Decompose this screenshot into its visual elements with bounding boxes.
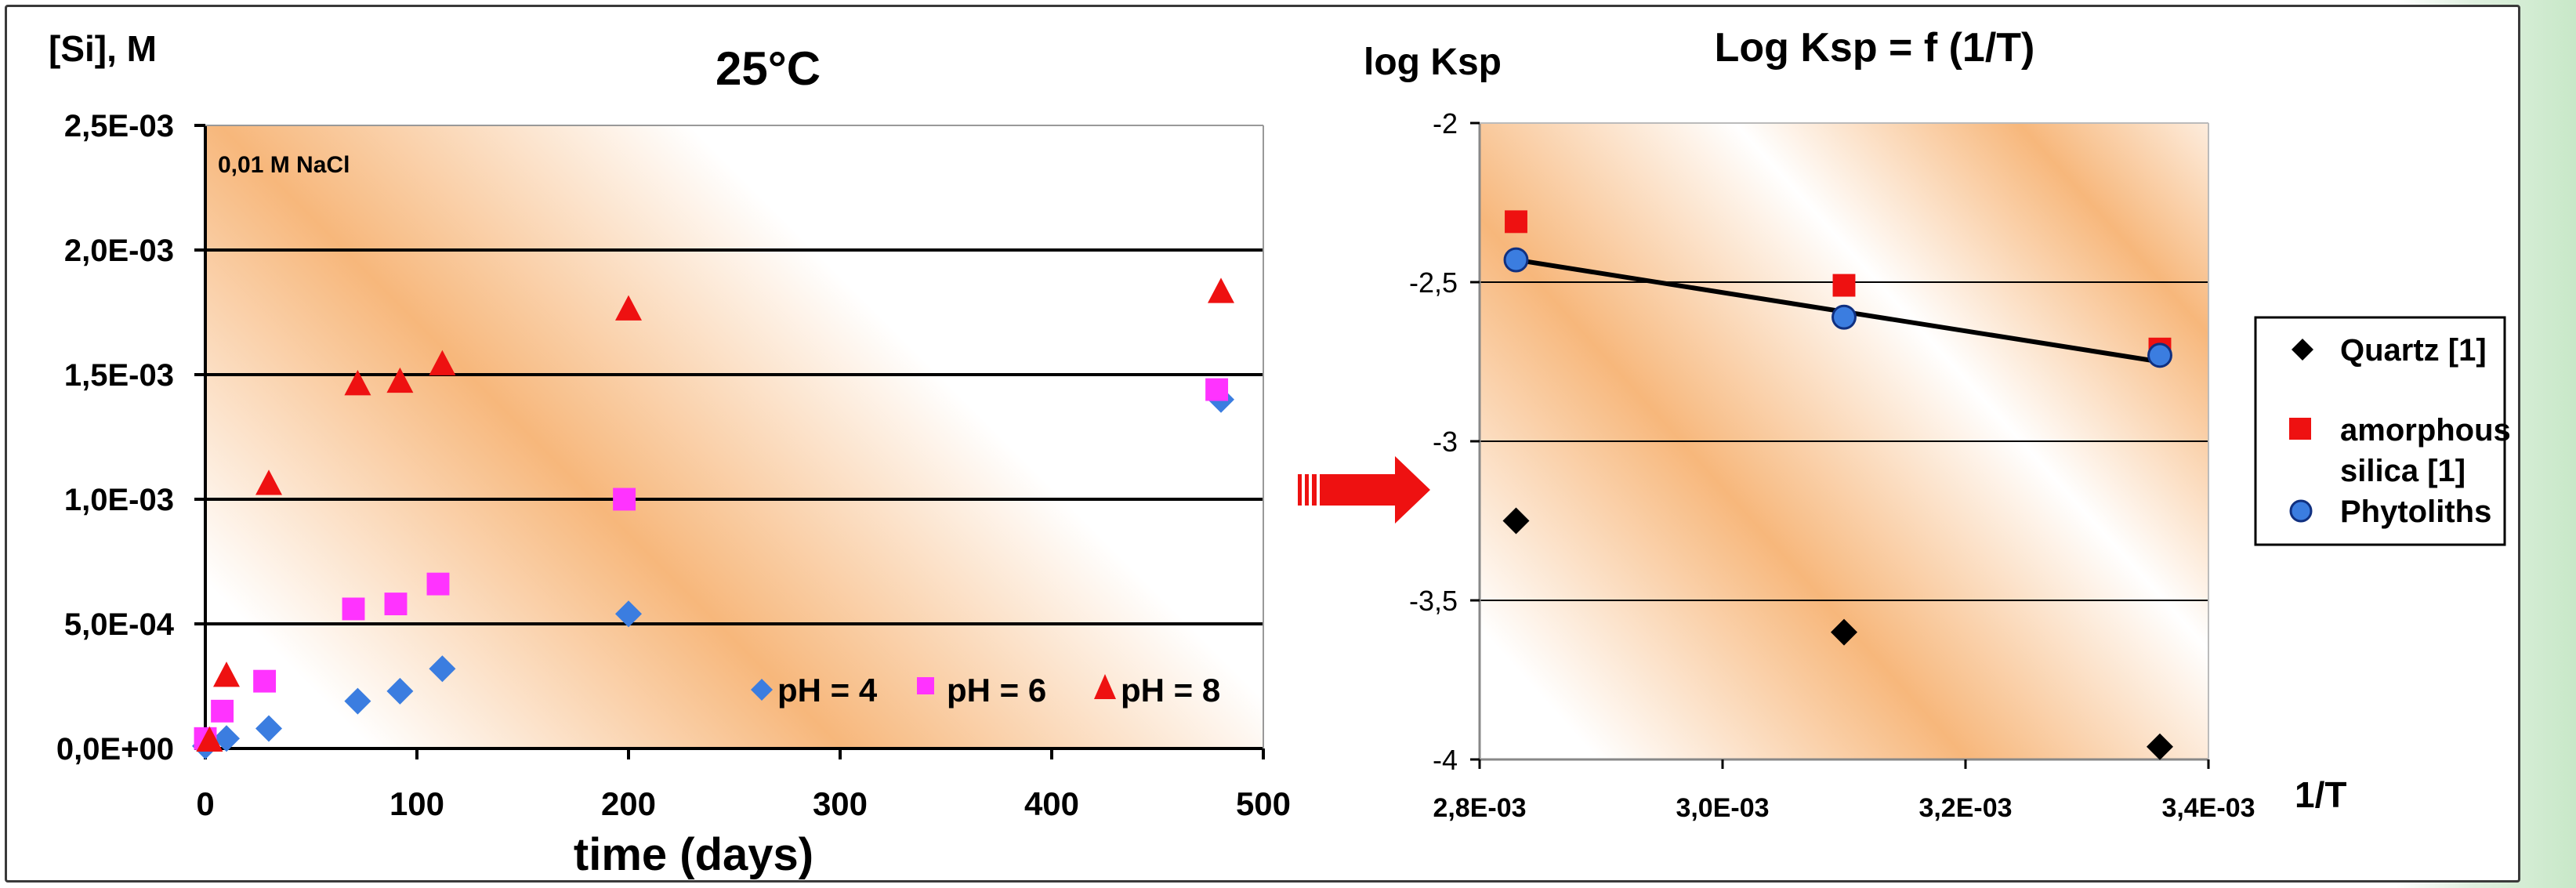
chart-1-x-tick-label: 0 xyxy=(196,785,214,822)
chart-1-point-series-2 xyxy=(211,699,234,723)
chart-1-point-series-2 xyxy=(384,593,408,616)
legend-item-quartz: Quartz [1] xyxy=(2292,333,2487,368)
chart-1-point-series-1 xyxy=(615,600,642,628)
chart-2-y-tick-label: -2,5 xyxy=(1409,266,1458,299)
chart-1-y-tick-label: 2,0E-03 xyxy=(64,234,174,268)
chart-1-point-series-3 xyxy=(344,370,371,396)
chart-1-gridlines xyxy=(205,248,1263,625)
chart-2-ylabel: log Ksp xyxy=(1364,42,1502,83)
chart-1-plot-area xyxy=(205,125,1263,748)
chart-1-point-series-1 xyxy=(255,715,282,742)
chart-1-group: 0,0E+00 5,0E-04 1,0E-03 1,5E-03 2,0E-03 2,5E-… xyxy=(49,28,1291,880)
legend-marker-quartz xyxy=(2292,339,2313,361)
chart-1-x-tick-label: 400 xyxy=(1024,785,1079,822)
chart-1-y-tick-label: 1,5E-03 xyxy=(64,358,174,393)
chart-1-point-series-2 xyxy=(1205,378,1229,401)
chart-1-point-series-3 xyxy=(1208,277,1234,303)
arrow-stripe-2 xyxy=(1305,474,1309,506)
chart-1-ylabel: [Si], M xyxy=(49,28,157,69)
legend-label-ph4: pH = 4 xyxy=(777,672,878,709)
chart-2-point-series-2 xyxy=(1505,210,1527,234)
chart-1-x-tick-label: 200 xyxy=(601,785,656,822)
chart-2-x-tick-label: 3,4E-03 xyxy=(2161,793,2255,823)
chart-1-ticks: 0,0E+00 5,0E-04 1,0E-03 1,5E-03 2,0E-03 2,5E-… xyxy=(56,109,1291,822)
chart-1-y-tick-label: 1,0E-03 xyxy=(64,483,174,517)
chart-1-title: 25°C xyxy=(716,42,821,95)
chart-1-point-series-2 xyxy=(253,669,277,693)
chart-1-point-series-3 xyxy=(213,661,240,687)
chart-2-point-series-1 xyxy=(1502,507,1530,535)
legend-item-ph8: pH = 8 xyxy=(1094,672,1220,709)
chart-1-point-series-2 xyxy=(613,487,636,511)
arrow-stripe-1 xyxy=(1298,474,1302,506)
chart-1-y-tick-label: 5,0E-04 xyxy=(64,607,175,642)
chart-1-points xyxy=(192,277,1234,759)
chart-1-xlabel: time (days) xyxy=(574,829,813,880)
legend-item-ph4: pH = 4 xyxy=(751,672,878,709)
chart-2-point-series-1 xyxy=(2147,733,2173,760)
transition-arrow xyxy=(1298,456,1430,524)
legend-marker-phytoliths xyxy=(2289,499,2313,523)
chart-2-ticks: -2 -2,5 -3 -3,5 -4 2,8E-03 3,0E-03 3,2E-03 3,4E-… xyxy=(1409,107,2255,823)
chart-1-point-series-3 xyxy=(196,726,223,752)
legend-label-amorphous: amorphous silica [1] xyxy=(2340,413,2511,488)
legend-item-amorphous: amorphous silica [1] xyxy=(2289,413,2511,488)
legend-marker-amorphous xyxy=(2289,418,2311,440)
chart-2-group: -2 -2,5 -3 -3,5 -4 2,8E-03 3,0E-03 3,2E-03 3,4E-… xyxy=(1364,25,2511,823)
chart-1-point-series-2 xyxy=(426,572,450,596)
chart-2-point-series-1 xyxy=(1831,618,1857,646)
chart-1-y-tick-label: 0,0E+00 xyxy=(56,732,174,767)
chart-2-points xyxy=(1502,210,2173,760)
chart-2-x-tick-label: 2,8E-03 xyxy=(1433,793,1526,823)
chart-2-title: Log Ksp = f (1/T) xyxy=(1715,25,2035,71)
chart-2-point-series-3 xyxy=(1503,247,1529,273)
legend-marker-ph4 xyxy=(751,679,773,701)
chart-2-point-series-3 xyxy=(1831,304,1857,330)
legend-marker-ph8 xyxy=(1094,674,1116,699)
chart-2-xlabel: 1/T xyxy=(2295,774,2346,815)
chart-2-y-tick-label: -3,5 xyxy=(1409,585,1458,617)
chart-1-point-series-1 xyxy=(213,725,240,752)
chart-1-point-series-3 xyxy=(386,367,414,393)
chart-1-legend: pH = 4 pH = 6 pH = 8 xyxy=(751,672,1220,709)
legend-label-phytoliths: Phytoliths xyxy=(2340,495,2491,529)
chart-2-y-tick-label: -4 xyxy=(1433,744,1458,776)
chart-1-point-series-3 xyxy=(255,469,282,495)
legend-item-ph6: pH = 6 xyxy=(917,672,1046,709)
chart-2-y-tick-label: -2 xyxy=(1433,107,1458,140)
chart-2-legend: Quartz [1] amorphous silica [1] Phytolith… xyxy=(2254,316,2511,546)
chart-1-y-tick-label: 2,5E-03 xyxy=(64,109,174,143)
chart-2-point-series-3 xyxy=(2147,343,2172,368)
chart-1-x-tick-label: 500 xyxy=(1236,785,1291,822)
arrow-stripe-3 xyxy=(1312,474,1317,506)
legend-label-ph8: pH = 8 xyxy=(1121,672,1220,709)
chart-1-annotation: 0,01 M NaCl xyxy=(218,152,350,178)
chart-1-point-series-1 xyxy=(344,687,371,715)
legend-label-ph6: pH = 6 xyxy=(947,672,1046,709)
chart-1-point-series-2 xyxy=(342,597,365,621)
arrow-body xyxy=(1320,456,1430,524)
legend-marker-ph6 xyxy=(917,677,934,694)
chart-1-point-series-3 xyxy=(429,350,456,375)
chart-1-point-series-1 xyxy=(386,677,414,705)
chart-2-x-tick-label: 3,2E-03 xyxy=(1918,793,2012,823)
chart-2-y-tick-label: -3 xyxy=(1433,426,1458,458)
legend-label-quartz: Quartz [1] xyxy=(2340,333,2487,368)
legend-item-phytoliths: Phytoliths xyxy=(2289,495,2491,529)
chart-1-x-tick-label: 300 xyxy=(813,785,868,822)
chart-1-point-series-1 xyxy=(429,655,456,683)
chart-1-x-tick-label: 100 xyxy=(389,785,444,822)
chart-2-x-tick-label: 3,0E-03 xyxy=(1676,793,1769,823)
chart-1-point-series-3 xyxy=(615,295,642,321)
chart-2-point-series-2 xyxy=(1832,274,1856,297)
